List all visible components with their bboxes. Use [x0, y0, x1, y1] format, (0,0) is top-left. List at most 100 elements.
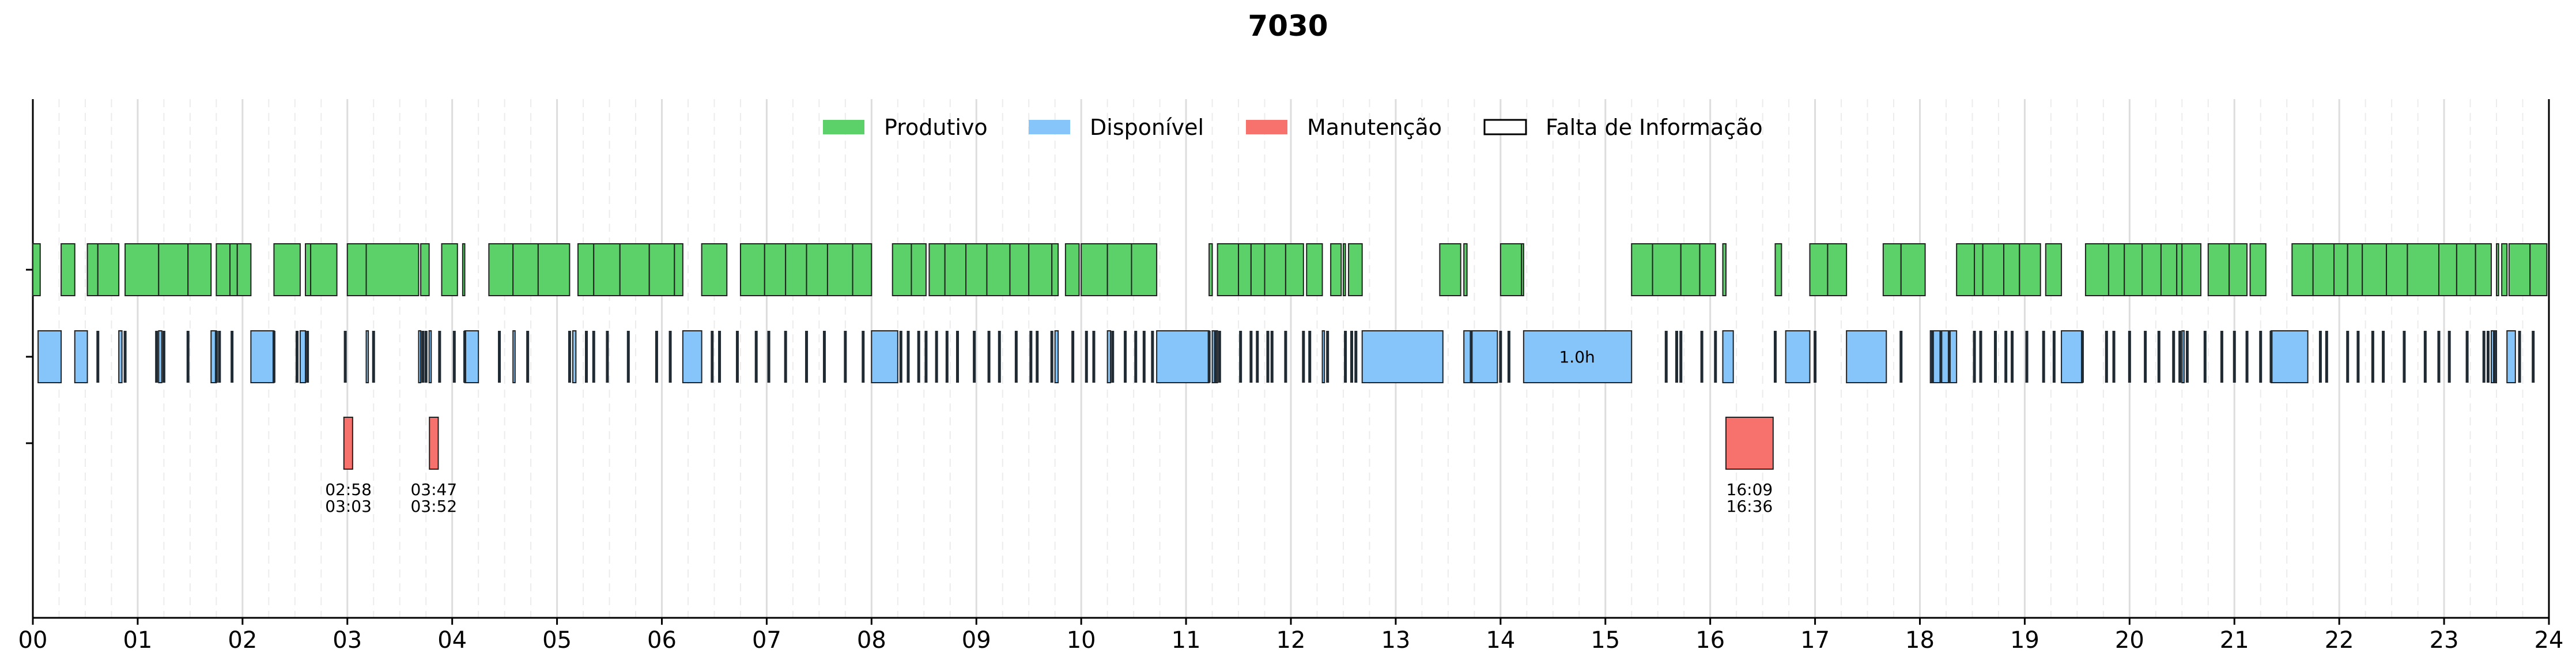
legend-label-falta: Falta de Informação	[1546, 115, 1763, 140]
x-tick-label: 22	[2325, 627, 2354, 654]
produtivo-bar	[1521, 243, 1524, 296]
falta-tick	[2080, 331, 2084, 383]
produtivo-bar	[2160, 243, 2178, 296]
disponivel-bar	[464, 330, 479, 383]
falta-tick	[2346, 331, 2350, 383]
produtivo-bar	[852, 243, 872, 296]
disponivel-bar	[365, 330, 369, 383]
produtivo-bar	[1217, 243, 1240, 296]
produtivo-bar	[674, 243, 683, 296]
produtivo-bar	[1974, 243, 1984, 296]
falta-tick	[2465, 331, 2469, 383]
maintenance-end-label: 03:03	[325, 497, 372, 516]
produtivo-bar	[304, 243, 312, 296]
disponivel-bar	[1523, 330, 1633, 383]
produtivo-bar	[648, 243, 675, 296]
disponivel-bar	[428, 330, 432, 383]
produtivo-bar	[1081, 243, 1108, 296]
falta-tick	[96, 331, 100, 383]
falta-tick	[917, 331, 920, 383]
disponivel-bar	[1785, 330, 1811, 383]
disponivel-bar	[158, 330, 163, 383]
falta-tick	[1939, 331, 1943, 383]
falta-tick	[1675, 331, 1678, 383]
falta-tick	[1092, 331, 1096, 383]
falta-tick	[998, 331, 1001, 383]
x-tick-label: 07	[752, 627, 781, 654]
produtivo-bar	[2045, 243, 2063, 296]
x-tick-label: 08	[857, 627, 886, 654]
produtivo-bar	[86, 243, 99, 296]
falta-tick	[463, 331, 466, 383]
produtivo-bar	[619, 243, 650, 296]
falta-tick	[214, 331, 218, 383]
falta-tick	[2269, 331, 2273, 383]
falta-tick	[306, 331, 309, 383]
falta-tick	[1499, 331, 1502, 383]
x-tick-label: 02	[228, 627, 257, 654]
manutencao-bar	[1725, 417, 1774, 470]
produtivo-bar	[1439, 243, 1461, 296]
x-tick-label: 14	[1486, 627, 1515, 654]
falta-tick	[2233, 331, 2236, 383]
disponivel-bar	[1054, 330, 1059, 383]
maintenance-start-label: 02:58	[325, 480, 372, 499]
falta-tick	[2403, 331, 2406, 383]
falta-tick	[1142, 331, 1146, 383]
falta-tick	[123, 331, 127, 383]
falta-tick	[1071, 331, 1075, 383]
disponivel-bar	[1463, 330, 1498, 383]
produtivo-bar	[2019, 243, 2041, 296]
falta-tick	[924, 331, 928, 383]
disponivel-bar	[2506, 330, 2516, 383]
falta-tick	[711, 331, 714, 383]
falta-tick	[1354, 331, 1358, 383]
legend-swatch-produtivo	[823, 120, 864, 134]
produtivo-bar	[2249, 243, 2267, 296]
produtivo-bar	[1652, 243, 1682, 296]
produtivo-bar	[892, 243, 912, 296]
falta-tick	[2004, 331, 2008, 383]
x-tick-label: 05	[542, 627, 572, 654]
produtivo-bar	[928, 243, 946, 296]
produtivo-bar	[965, 243, 988, 296]
produtivo-bar	[2003, 243, 2020, 296]
falta-tick	[956, 331, 960, 383]
falta-tick	[498, 331, 501, 383]
produtivo-bar	[1631, 243, 1653, 296]
falta-tick	[2178, 331, 2182, 383]
falta-tick	[2447, 331, 2451, 383]
produtivo-bar	[593, 243, 621, 296]
x-tick-label: 12	[1276, 627, 1306, 654]
falta-tick	[1014, 331, 1018, 383]
falta-tick	[1344, 331, 1347, 383]
duration-label: 1.0h	[1559, 348, 1595, 367]
produtivo-bar	[2438, 243, 2457, 296]
produtivo-bar	[2312, 243, 2335, 296]
falta-tick	[784, 331, 787, 383]
x-tick-label: 23	[2430, 627, 2459, 654]
falta-tick	[2318, 331, 2322, 383]
disponivel-bar	[74, 330, 88, 383]
produtivo-bar	[806, 243, 828, 296]
falta-tick	[1270, 331, 1274, 383]
produtivo-bar	[273, 243, 301, 296]
falta-tick	[568, 331, 571, 383]
produtivo-bar	[826, 243, 853, 296]
falta-tick	[231, 331, 234, 383]
falta-tick	[822, 331, 826, 383]
falta-tick	[1050, 331, 1053, 383]
maintenance-end-label: 16:36	[1727, 497, 1773, 516]
produtivo-bar	[2475, 243, 2492, 296]
falta-tick	[945, 331, 949, 383]
produtivo-bar	[216, 243, 231, 296]
falta-tick	[805, 331, 809, 383]
produtivo-bar	[2181, 243, 2202, 296]
produtivo-bar	[158, 243, 189, 296]
falta-tick	[1151, 331, 1154, 383]
falta-tick	[1214, 331, 1217, 383]
falta-tick	[754, 331, 758, 383]
falta-tick	[1239, 331, 1242, 383]
disponivel-bar	[1722, 330, 1734, 383]
falta-tick	[1207, 331, 1211, 383]
